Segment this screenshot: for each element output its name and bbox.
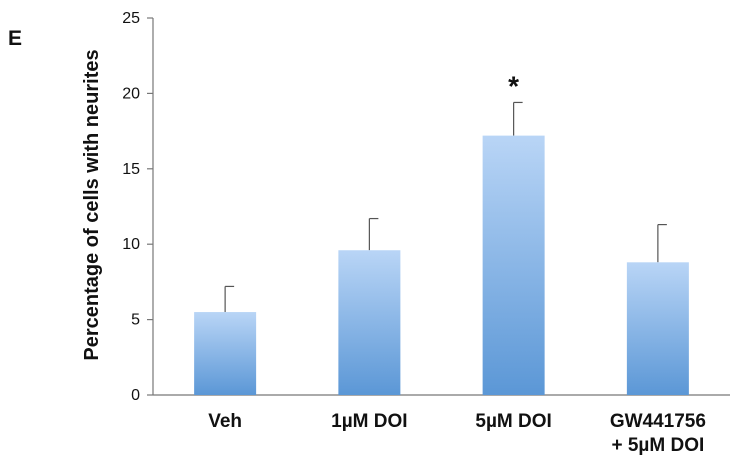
axes: 0 5 10 15 20 25: [122, 10, 730, 404]
y-tick-label: 15: [122, 161, 140, 178]
labels: Veh 1µM DOI * 5µM DOI GW441756 + 5µM DOI: [208, 70, 706, 456]
bar: [338, 250, 401, 395]
x-tick-label: 1µM DOI: [331, 411, 407, 432]
y-tick-label: 5: [131, 312, 140, 329]
panel-label: E: [8, 27, 23, 50]
y-tick-label: 25: [122, 10, 140, 27]
y-tick-label: 20: [122, 85, 140, 102]
significance-mark: *: [508, 70, 519, 101]
y-tick-label: 10: [122, 236, 140, 253]
bars: [194, 101, 689, 395]
y-axis-title: Percentage of cells with neurites: [81, 49, 103, 360]
y-tick-label: 0: [131, 387, 140, 404]
x-tick-label: Veh: [208, 411, 242, 432]
x-tick-label: GW441756 + 5µM DOI: [610, 411, 706, 456]
bar: [626, 262, 689, 395]
x-tick-label: 5µM DOI: [475, 411, 551, 432]
bar: [194, 312, 257, 395]
bar: [482, 135, 545, 395]
